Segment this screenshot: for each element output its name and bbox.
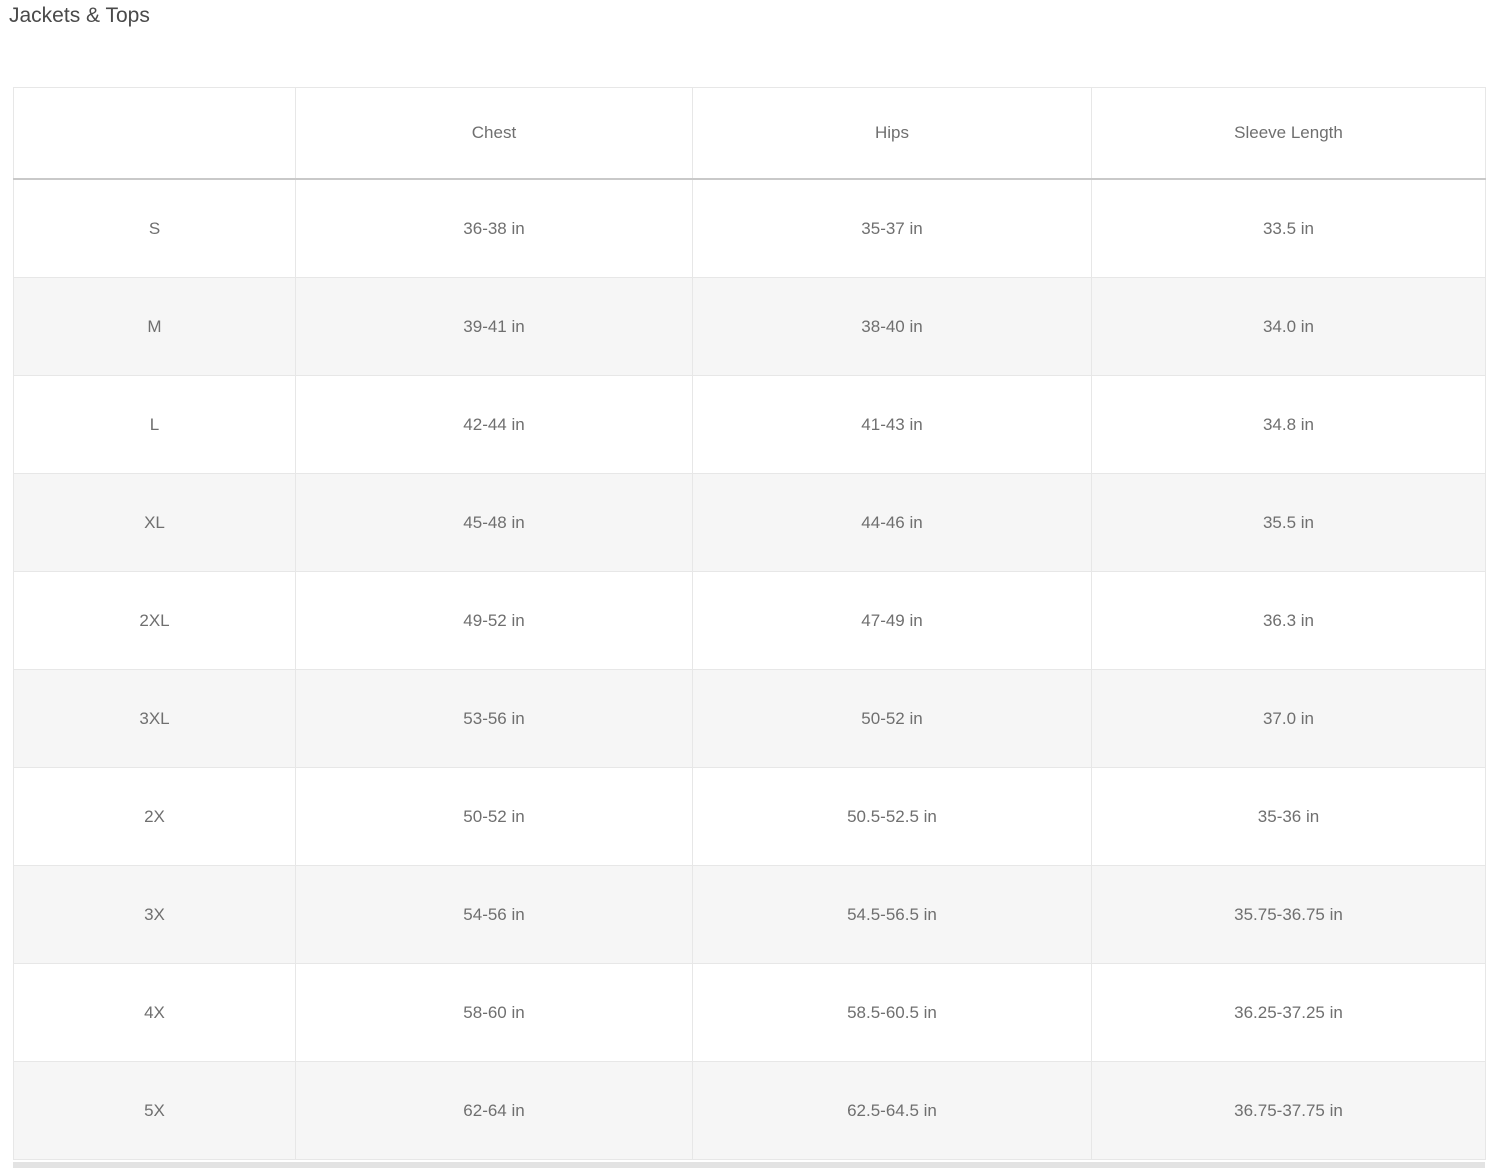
hips-cell: 58.5-60.5 in (692, 963, 1092, 1062)
size-chart-table: Chest Hips Sleeve Length S 36-38 in 35-37 … (13, 87, 1486, 1160)
table-row: M 39-41 in 38-40 in 34.0 in (13, 277, 1486, 376)
sleeve-length-cell: 35-36 in (1091, 767, 1486, 866)
column-header-sleeve-length: Sleeve Length (1091, 87, 1486, 180)
hips-cell: 50-52 in (692, 669, 1092, 768)
size-cell: 2XL (13, 571, 296, 670)
table-row: 5X 62-64 in 62.5-64.5 in 36.75-37.75 in (13, 1061, 1486, 1160)
chest-cell: 50-52 in (295, 767, 693, 866)
table-row: 2XL 49-52 in 47-49 in 36.3 in (13, 571, 1486, 670)
chest-cell: 39-41 in (295, 277, 693, 376)
page-title: Jackets & Tops (9, 4, 150, 27)
size-cell: M (13, 277, 296, 376)
table-header-row: Chest Hips Sleeve Length (13, 87, 1486, 180)
size-cell: 4X (13, 963, 296, 1062)
sleeve-length-cell: 36.75-37.75 in (1091, 1061, 1486, 1160)
chest-cell: 49-52 in (295, 571, 693, 670)
table-row: L 42-44 in 41-43 in 34.8 in (13, 375, 1486, 474)
sleeve-length-cell: 33.5 in (1091, 178, 1486, 278)
sleeve-length-cell: 37.0 in (1091, 669, 1486, 768)
sleeve-length-cell: 36.3 in (1091, 571, 1486, 670)
hips-cell: 47-49 in (692, 571, 1092, 670)
chest-cell: 53-56 in (295, 669, 693, 768)
table-row: 3XL 53-56 in 50-52 in 37.0 in (13, 669, 1486, 768)
hips-cell: 35-37 in (692, 178, 1092, 278)
table-row: S 36-38 in 35-37 in 33.5 in (13, 178, 1486, 278)
size-cell: 3X (13, 865, 296, 964)
column-header-chest: Chest (295, 87, 693, 180)
table-row: 3X 54-56 in 54.5-56.5 in 35.75-36.75 in (13, 865, 1486, 964)
table-body: S 36-38 in 35-37 in 33.5 in M 39-41 in 38-40 i… (13, 178, 1486, 1160)
size-cell: 3XL (13, 669, 296, 768)
sleeve-length-cell: 34.8 in (1091, 375, 1486, 474)
size-cell: 2X (13, 767, 296, 866)
column-header-size (13, 87, 296, 180)
size-cell: 5X (13, 1061, 296, 1160)
sleeve-length-cell: 35.75-36.75 in (1091, 865, 1486, 964)
hips-cell: 62.5-64.5 in (692, 1061, 1092, 1160)
table-row: XL 45-48 in 44-46 in 35.5 in (13, 473, 1486, 572)
chest-cell: 62-64 in (295, 1061, 693, 1160)
hips-cell: 38-40 in (692, 277, 1092, 376)
column-header-hips: Hips (692, 87, 1092, 180)
hips-cell: 44-46 in (692, 473, 1092, 572)
size-cell: S (13, 178, 296, 278)
chest-cell: 42-44 in (295, 375, 693, 474)
hips-cell: 54.5-56.5 in (692, 865, 1092, 964)
chest-cell: 58-60 in (295, 963, 693, 1062)
chest-cell: 45-48 in (295, 473, 693, 572)
size-cell: L (13, 375, 296, 474)
table-row: 2X 50-52 in 50.5-52.5 in 35-36 in (13, 767, 1486, 866)
table-header: Chest Hips Sleeve Length (13, 87, 1486, 180)
size-cell: XL (13, 473, 296, 572)
sleeve-length-cell: 35.5 in (1091, 473, 1486, 572)
table-row: 4X 58-60 in 58.5-60.5 in 36.25-37.25 in (13, 963, 1486, 1062)
sleeve-length-cell: 34.0 in (1091, 277, 1486, 376)
chest-cell: 54-56 in (295, 865, 693, 964)
sleeve-length-cell: 36.25-37.25 in (1091, 963, 1486, 1062)
hips-cell: 50.5-52.5 in (692, 767, 1092, 866)
table-bottom-bar (13, 1162, 1485, 1168)
hips-cell: 41-43 in (692, 375, 1092, 474)
chest-cell: 36-38 in (295, 178, 693, 278)
